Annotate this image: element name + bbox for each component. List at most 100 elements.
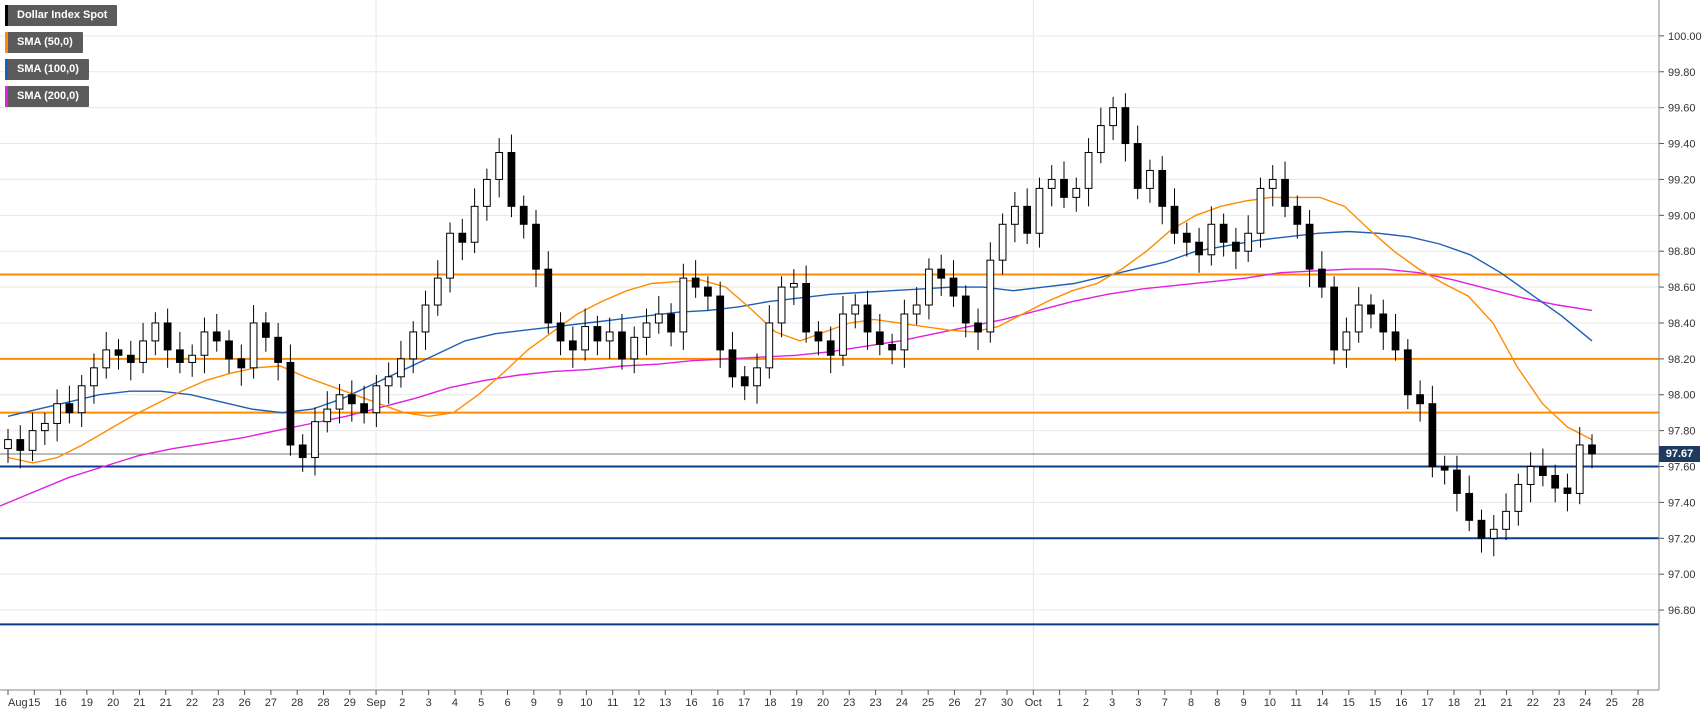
x-tick-label: 22 bbox=[186, 697, 198, 709]
candle-up bbox=[4, 439, 12, 450]
x-tick-label: 16 bbox=[685, 697, 697, 709]
candle-down bbox=[1293, 205, 1302, 225]
candle-down bbox=[949, 277, 958, 297]
candle-down bbox=[667, 313, 675, 333]
candle-up bbox=[851, 304, 860, 315]
y-axis: 96.80 97.00 97.20 97.40 97.60 97.80 98.00 98.20… bbox=[1658, 0, 1702, 690]
x-tick-label: 4 bbox=[452, 697, 458, 709]
x-tick-label: 15 bbox=[1369, 697, 1381, 709]
candle-up bbox=[1207, 223, 1216, 256]
x-tick-label: 21 bbox=[160, 697, 172, 709]
x-tick-label: Oct bbox=[1025, 697, 1042, 709]
x-tick-label: 26 bbox=[238, 697, 250, 709]
candle-down bbox=[691, 277, 700, 288]
candle-up bbox=[249, 322, 258, 369]
candle-down bbox=[274, 336, 283, 363]
legend-dollar-index[interactable]: Dollar Index Spot bbox=[5, 5, 118, 26]
candle-down bbox=[176, 349, 184, 363]
candle-down bbox=[1563, 487, 1572, 494]
x-tick-label: 16 bbox=[54, 697, 66, 709]
candle-up bbox=[384, 376, 393, 387]
legend-label: SMA (200,0) bbox=[17, 90, 79, 102]
x-tick-label: 2 bbox=[399, 697, 405, 709]
candle-up bbox=[654, 313, 663, 324]
candle-down bbox=[1391, 331, 1400, 351]
y-tick-label: 97.80 bbox=[1668, 426, 1696, 438]
candle-down bbox=[507, 152, 516, 207]
candle-up bbox=[1072, 187, 1081, 198]
candle-up bbox=[409, 331, 418, 360]
x-tick-label: 5 bbox=[478, 697, 484, 709]
x-tick-label: 25 bbox=[1606, 697, 1618, 709]
candle-up bbox=[1035, 187, 1044, 234]
candle-up bbox=[1256, 187, 1265, 234]
candle-down bbox=[1060, 178, 1068, 198]
x-tick-label: 24 bbox=[896, 697, 908, 709]
legend-sma-100[interactable]: SMA (100,0) bbox=[5, 59, 89, 80]
candle-down bbox=[593, 326, 602, 342]
candle-down bbox=[225, 340, 233, 360]
candle-up bbox=[753, 367, 761, 387]
candle-up bbox=[335, 394, 344, 410]
candle-down bbox=[814, 331, 823, 342]
y-tick-label: 98.80 bbox=[1668, 246, 1696, 258]
x-tick-label: 17 bbox=[738, 697, 750, 709]
candle-down bbox=[1465, 492, 1474, 521]
x-tick-label: Sep bbox=[366, 697, 386, 709]
candle-up bbox=[433, 277, 442, 306]
candle-down bbox=[532, 223, 540, 270]
candle-down bbox=[114, 349, 123, 356]
legend-sma-200[interactable]: SMA (200,0) bbox=[5, 86, 89, 107]
x-tick-label: 14 bbox=[1316, 697, 1328, 709]
candle-up bbox=[139, 340, 147, 363]
x-tick-label: 15 bbox=[1343, 697, 1355, 709]
sma-50-line bbox=[7, 196, 1593, 464]
x-tick-label: 10 bbox=[580, 697, 592, 709]
x-tick-label: 24 bbox=[1579, 697, 1591, 709]
x-tick-label: 20 bbox=[817, 697, 829, 709]
candle-up bbox=[40, 422, 49, 432]
y-tick-label: 97.40 bbox=[1668, 497, 1696, 509]
candle-up bbox=[925, 268, 933, 306]
y-tick-label: 98.60 bbox=[1668, 282, 1696, 294]
x-tick-label: 12 bbox=[633, 697, 645, 709]
x-tick-label: 16 bbox=[1395, 697, 1407, 709]
legend-sma-50[interactable]: SMA (50,0) bbox=[5, 32, 83, 53]
candles bbox=[4, 93, 1596, 557]
x-tick-label: Aug bbox=[8, 697, 28, 709]
candle-up bbox=[323, 408, 332, 423]
x-tick-label: 30 bbox=[1001, 697, 1013, 709]
candle-down bbox=[556, 322, 565, 342]
candle-up bbox=[765, 322, 774, 369]
x-tick-label: 25 bbox=[922, 697, 934, 709]
y-tick-label: 98.40 bbox=[1668, 318, 1696, 330]
candle-up bbox=[102, 349, 111, 369]
x-tick-label: 9 bbox=[531, 697, 537, 709]
candle-down bbox=[974, 322, 982, 333]
candle-up bbox=[188, 354, 197, 363]
x-tick-label: 16 bbox=[712, 697, 724, 709]
x-tick-label: 29 bbox=[344, 697, 356, 709]
y-tick-label: 100.00 bbox=[1668, 31, 1702, 43]
candle-down bbox=[1477, 519, 1486, 539]
candle-up bbox=[90, 367, 98, 387]
candle-down bbox=[1416, 394, 1424, 405]
x-tick-label: 21 bbox=[133, 697, 145, 709]
y-tick-label: 99.20 bbox=[1668, 174, 1696, 186]
candle-down bbox=[65, 403, 74, 414]
candle-down bbox=[961, 295, 970, 324]
candle-up bbox=[1502, 510, 1510, 530]
candle-up bbox=[1268, 178, 1277, 189]
y-tick-label: 99.60 bbox=[1668, 103, 1696, 115]
candle-up bbox=[397, 358, 405, 378]
candle-down bbox=[1305, 223, 1314, 270]
x-tick-label: 28 bbox=[317, 697, 329, 709]
candle-up bbox=[1084, 152, 1093, 189]
x-tick-label: 23 bbox=[1553, 697, 1565, 709]
x-tick-label: 18 bbox=[764, 697, 776, 709]
legend-swatch bbox=[5, 86, 8, 107]
candle-up bbox=[28, 430, 37, 451]
candle-down bbox=[888, 344, 896, 351]
candle-up bbox=[1342, 331, 1351, 351]
